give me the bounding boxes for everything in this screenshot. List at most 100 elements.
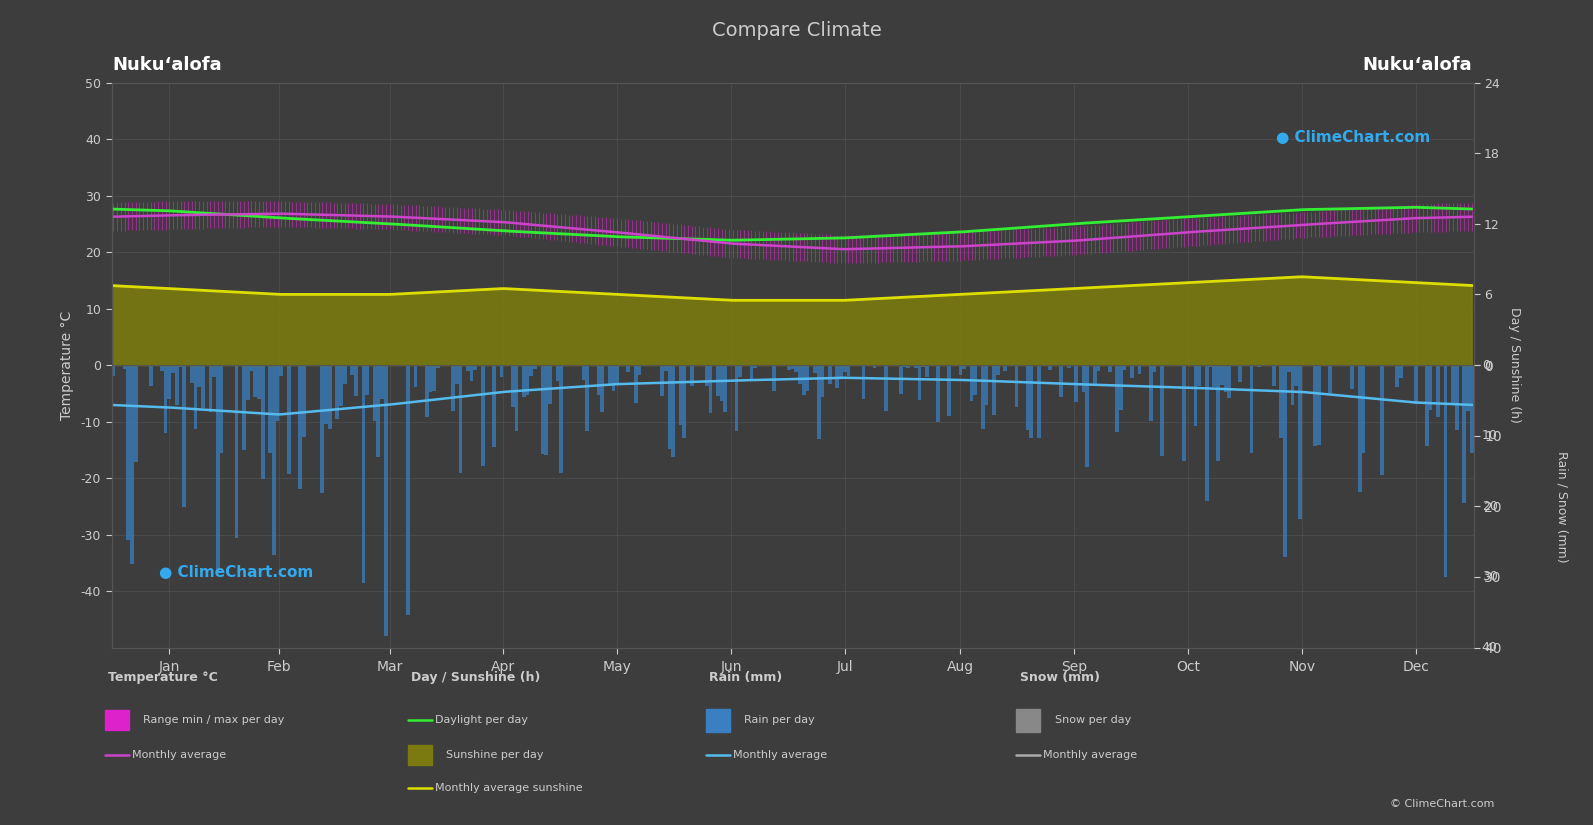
Bar [862, 365, 865, 398]
Text: Rain per day: Rain per day [744, 715, 814, 725]
Bar [178, 365, 183, 367]
Bar [1074, 365, 1078, 402]
Bar [175, 365, 178, 405]
Bar [1107, 365, 1112, 372]
Bar [194, 365, 198, 429]
Bar [753, 365, 757, 368]
Bar [903, 365, 906, 367]
Bar [459, 365, 462, 473]
Text: 30: 30 [1481, 570, 1497, 583]
Bar [212, 365, 217, 377]
Bar [548, 365, 551, 404]
Bar [720, 365, 723, 401]
Bar [704, 365, 709, 386]
Bar [1085, 365, 1090, 467]
Bar [973, 365, 977, 395]
Bar [906, 365, 910, 368]
Bar [190, 365, 194, 383]
Bar [1287, 365, 1290, 372]
Bar [1048, 365, 1051, 370]
Bar [1317, 365, 1321, 446]
Text: Monthly average: Monthly average [132, 750, 226, 760]
Bar [339, 365, 342, 406]
Text: Compare Climate: Compare Climate [712, 21, 881, 40]
Y-axis label: Day / Sunshine (h): Day / Sunshine (h) [1507, 307, 1521, 423]
Bar [962, 365, 965, 369]
Bar [801, 365, 806, 395]
Bar [798, 365, 801, 384]
Bar [376, 365, 381, 457]
Bar [1153, 365, 1157, 372]
Bar [1395, 365, 1399, 387]
Bar [612, 365, 615, 391]
Bar [876, 365, 881, 366]
Text: Monthly average sunshine: Monthly average sunshine [435, 783, 583, 793]
Bar [1220, 365, 1223, 385]
Bar [1313, 365, 1317, 446]
Bar [1260, 365, 1265, 366]
Bar [1059, 365, 1063, 397]
Bar [1470, 365, 1474, 453]
Text: Snow (mm): Snow (mm) [1020, 671, 1099, 684]
Text: 10: 10 [1481, 429, 1497, 442]
Bar [1380, 365, 1384, 475]
Bar [1182, 365, 1187, 461]
Bar [585, 365, 589, 431]
Bar [276, 365, 279, 421]
Bar [898, 365, 903, 394]
Bar [523, 365, 526, 397]
Text: 40: 40 [1481, 641, 1497, 654]
Bar [937, 365, 940, 422]
Bar [773, 365, 776, 391]
Bar [984, 365, 988, 406]
Bar [1149, 365, 1153, 421]
Text: Rain (mm): Rain (mm) [709, 671, 782, 684]
Bar [406, 365, 409, 615]
Bar [1437, 365, 1440, 417]
Bar [787, 365, 790, 370]
Text: © ClimeChart.com: © ClimeChart.com [1389, 799, 1494, 808]
Bar [817, 365, 820, 439]
Bar [234, 365, 239, 538]
Bar [350, 365, 354, 375]
Bar [723, 365, 728, 412]
Text: 20: 20 [1481, 500, 1497, 513]
Bar [1298, 365, 1301, 519]
Bar [806, 365, 809, 391]
Bar [715, 365, 720, 396]
Bar [1015, 365, 1018, 408]
Bar [253, 365, 256, 398]
Bar [556, 365, 559, 381]
Bar [1451, 365, 1454, 403]
Bar [846, 365, 851, 375]
Bar [336, 365, 339, 419]
Bar [884, 365, 887, 411]
Bar [473, 365, 478, 370]
Bar [425, 365, 429, 417]
Bar [515, 365, 518, 431]
Bar [660, 365, 664, 396]
Bar [131, 365, 134, 563]
Bar [414, 365, 417, 387]
Bar [1223, 365, 1227, 392]
Bar [242, 365, 245, 450]
Bar [220, 365, 223, 453]
Text: Range min / max per day: Range min / max per day [143, 715, 285, 725]
Bar [790, 365, 795, 369]
Bar [159, 365, 164, 371]
Bar [1209, 365, 1212, 367]
Bar [840, 365, 843, 378]
Bar [1238, 365, 1243, 382]
Bar [529, 365, 534, 376]
Bar [1351, 365, 1354, 389]
Bar [996, 365, 1000, 375]
Bar [492, 365, 495, 447]
Text: ● ClimeChart.com: ● ClimeChart.com [1276, 130, 1431, 145]
Bar [342, 365, 347, 384]
Bar [408, 745, 432, 765]
Bar [365, 365, 370, 394]
Bar [706, 709, 730, 732]
Text: Nukuʻalofa: Nukuʻalofa [113, 56, 223, 74]
Bar [1137, 365, 1142, 375]
Bar [272, 365, 276, 554]
